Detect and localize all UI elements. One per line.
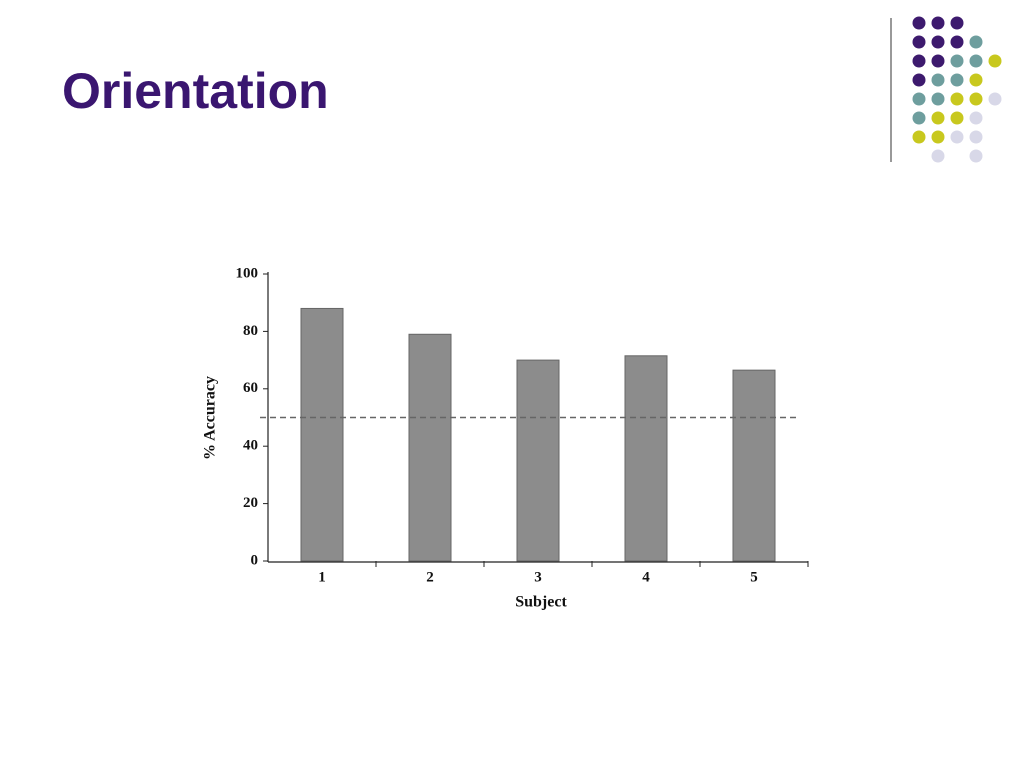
y-tick-label: 40: [243, 438, 258, 454]
x-tick-label: 4: [642, 569, 650, 585]
y-axis-label: % Accuracy: [202, 376, 219, 460]
y-tick-label: 60: [243, 380, 258, 396]
y-tick-label: 0: [251, 552, 259, 568]
y-tick-label: 20: [243, 495, 258, 511]
bar: [408, 333, 452, 562]
bar: [300, 307, 344, 562]
slide-title: Orientation: [62, 63, 329, 119]
x-axis-label: Subject: [515, 594, 567, 611]
y-tick-label: 80: [243, 323, 258, 339]
x-tick-label: 1: [318, 569, 326, 585]
bar: [624, 355, 668, 562]
x-tick-label: 3: [534, 569, 542, 585]
x-tick-label: 5: [750, 569, 758, 585]
bar: [516, 359, 560, 562]
decoration: [890, 16, 1002, 163]
y-tick-label: 100: [236, 265, 259, 281]
bar: [732, 369, 776, 562]
x-tick-label: 2: [426, 569, 434, 585]
